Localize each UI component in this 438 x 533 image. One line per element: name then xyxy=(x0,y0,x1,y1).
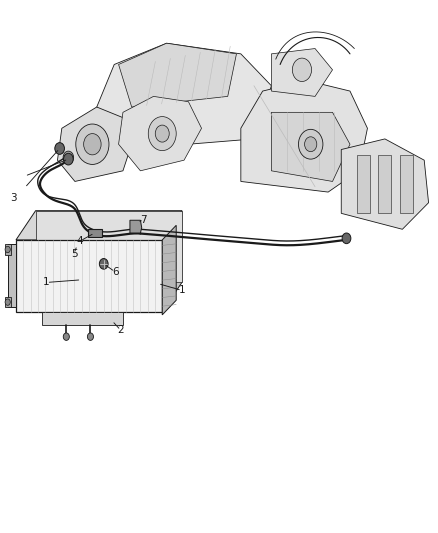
Polygon shape xyxy=(119,43,237,107)
Polygon shape xyxy=(272,49,332,96)
Circle shape xyxy=(99,259,108,269)
Text: 1: 1 xyxy=(43,278,50,287)
Polygon shape xyxy=(97,43,272,150)
Polygon shape xyxy=(119,96,201,171)
Polygon shape xyxy=(162,211,182,312)
Circle shape xyxy=(84,134,101,155)
Circle shape xyxy=(155,125,169,142)
Text: 6: 6 xyxy=(112,267,118,277)
Text: 1: 1 xyxy=(179,286,185,295)
Polygon shape xyxy=(88,229,102,237)
Circle shape xyxy=(342,233,351,244)
Circle shape xyxy=(64,154,73,165)
Polygon shape xyxy=(16,240,162,312)
Circle shape xyxy=(5,299,11,305)
Circle shape xyxy=(304,137,317,152)
Polygon shape xyxy=(16,211,182,240)
Circle shape xyxy=(63,151,74,164)
Polygon shape xyxy=(5,244,11,255)
Text: 4: 4 xyxy=(77,236,84,246)
Polygon shape xyxy=(8,244,16,308)
Polygon shape xyxy=(400,155,413,213)
Circle shape xyxy=(5,246,11,253)
Circle shape xyxy=(148,117,176,151)
Polygon shape xyxy=(378,155,392,213)
Circle shape xyxy=(76,124,109,165)
Circle shape xyxy=(55,143,64,155)
Circle shape xyxy=(298,130,323,159)
Polygon shape xyxy=(357,155,370,213)
Text: 3: 3 xyxy=(11,193,17,204)
Text: 7: 7 xyxy=(141,215,147,225)
Circle shape xyxy=(292,58,311,82)
Circle shape xyxy=(88,333,93,341)
Polygon shape xyxy=(241,80,367,192)
Polygon shape xyxy=(42,312,123,325)
Circle shape xyxy=(63,333,69,341)
Polygon shape xyxy=(5,297,11,308)
Text: 5: 5 xyxy=(71,249,78,259)
Polygon shape xyxy=(341,139,428,229)
Polygon shape xyxy=(162,225,176,315)
Text: 2: 2 xyxy=(117,325,124,335)
Circle shape xyxy=(55,143,64,154)
Polygon shape xyxy=(35,211,182,282)
Polygon shape xyxy=(272,112,350,181)
Polygon shape xyxy=(130,220,142,233)
Polygon shape xyxy=(57,107,132,181)
